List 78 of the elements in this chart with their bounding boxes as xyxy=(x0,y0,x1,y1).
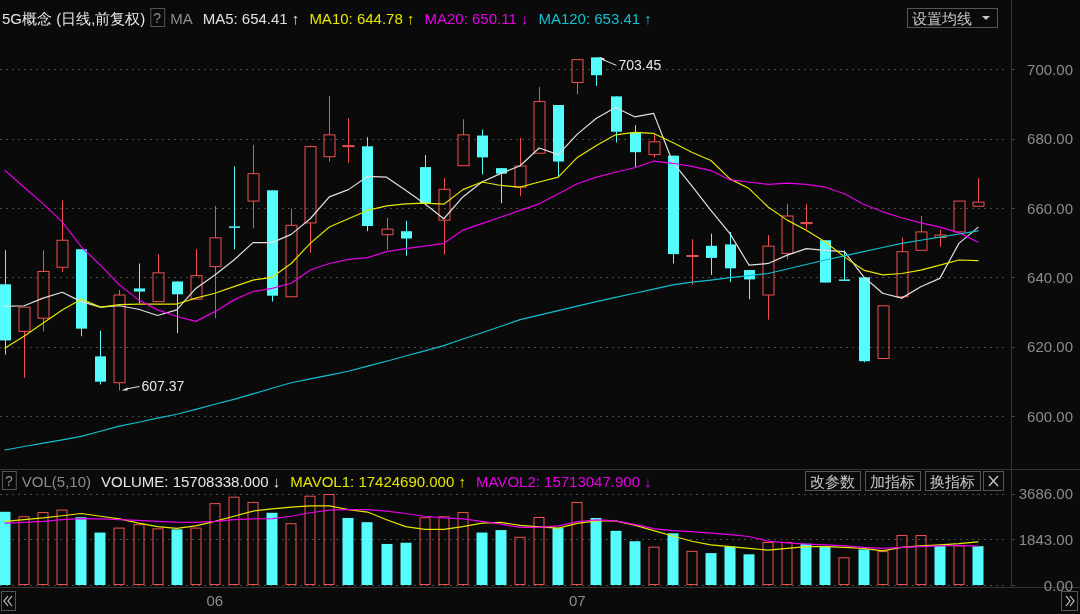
y-tick-label: 660.00 xyxy=(1027,199,1073,217)
bar xyxy=(800,543,812,585)
bar xyxy=(228,496,240,585)
bar xyxy=(342,517,354,585)
bar xyxy=(838,557,850,585)
bar xyxy=(285,523,297,585)
bar xyxy=(419,517,431,585)
annotation: 设置均线 xyxy=(912,9,972,27)
annotation: 703.45 xyxy=(618,57,662,74)
bar xyxy=(858,549,870,585)
bar xyxy=(667,533,679,585)
bar xyxy=(934,545,946,585)
help-button: ? xyxy=(150,8,166,27)
bar xyxy=(361,522,373,585)
bar xyxy=(438,516,450,585)
help-button: ? xyxy=(2,471,17,490)
y-tick-label: 620.00 xyxy=(1027,338,1073,356)
y-tick-label: 3686.00 xyxy=(1018,485,1073,503)
bar xyxy=(724,546,736,585)
y-tick-label: 680.00 xyxy=(1027,130,1073,148)
y-tick-label: 0.00 xyxy=(1043,576,1073,594)
bar xyxy=(247,501,259,585)
bar xyxy=(381,543,393,585)
bar xyxy=(686,550,698,585)
y-tick-label: 640.00 xyxy=(1027,268,1073,286)
bar xyxy=(209,503,221,585)
bar xyxy=(75,517,87,585)
bar xyxy=(705,553,717,585)
bar xyxy=(0,511,11,585)
bar xyxy=(94,532,106,585)
bar xyxy=(495,530,507,585)
header: 5G概念 (日线,前复权) ? MA MA5: 654.41 ↑ MA10: 644.78 ↑ MA20: 650.11 ↓ MA120: 653.41 ↑ 设置均线 xyxy=(2,8,998,28)
bar xyxy=(56,509,68,585)
bar xyxy=(819,546,831,585)
button: 设置均线 xyxy=(907,8,998,28)
bar xyxy=(457,512,469,585)
bar xyxy=(610,530,622,585)
bar xyxy=(972,546,984,585)
y-tick-label: 600.00 xyxy=(1027,407,1073,425)
header: ? VOL(5,10) VOLUME: 15708338.000 ↓ MAVOL1: 17424690.000 ↑ MAVOL2: 15713047.900 ↓ 改参数 加指标 换指标 xyxy=(2,471,1004,491)
bar xyxy=(590,517,602,585)
bar xyxy=(323,493,335,585)
bar xyxy=(877,551,889,585)
bar xyxy=(762,541,774,585)
bar xyxy=(190,527,202,585)
bar xyxy=(896,535,908,585)
x-tick-label: 06 xyxy=(206,591,224,609)
bar xyxy=(514,536,526,585)
bar xyxy=(781,541,793,585)
bar xyxy=(171,529,183,585)
bar xyxy=(476,532,488,585)
bar xyxy=(648,546,660,585)
annotation: ? xyxy=(153,10,162,26)
bar xyxy=(266,512,278,585)
bar xyxy=(133,524,145,585)
bar xyxy=(953,545,965,585)
button: 换指标 xyxy=(925,471,981,491)
bar xyxy=(915,535,927,585)
bar xyxy=(571,501,583,585)
bar xyxy=(304,495,316,585)
bar xyxy=(743,554,755,585)
bar xyxy=(152,528,164,585)
bar xyxy=(629,541,641,585)
legend-title: VOL(5,10) xyxy=(21,472,91,490)
bar xyxy=(400,542,412,585)
bar xyxy=(37,512,49,585)
legend-title: MA xyxy=(170,9,193,27)
y-tick-label: 700.00 xyxy=(1027,60,1073,78)
bar xyxy=(533,516,545,585)
y-tick-label: 1843.00 xyxy=(1018,530,1073,548)
annotation: 607.37 xyxy=(141,378,185,395)
x-tick-label: 07 xyxy=(569,591,586,609)
button: 加指标 xyxy=(865,471,921,491)
bar xyxy=(552,528,564,585)
button: 改参数 xyxy=(805,471,861,491)
series-label: MAVOL1: 17424690.000 ↑ xyxy=(290,472,466,490)
bar xyxy=(113,527,125,585)
bar xyxy=(18,516,30,585)
